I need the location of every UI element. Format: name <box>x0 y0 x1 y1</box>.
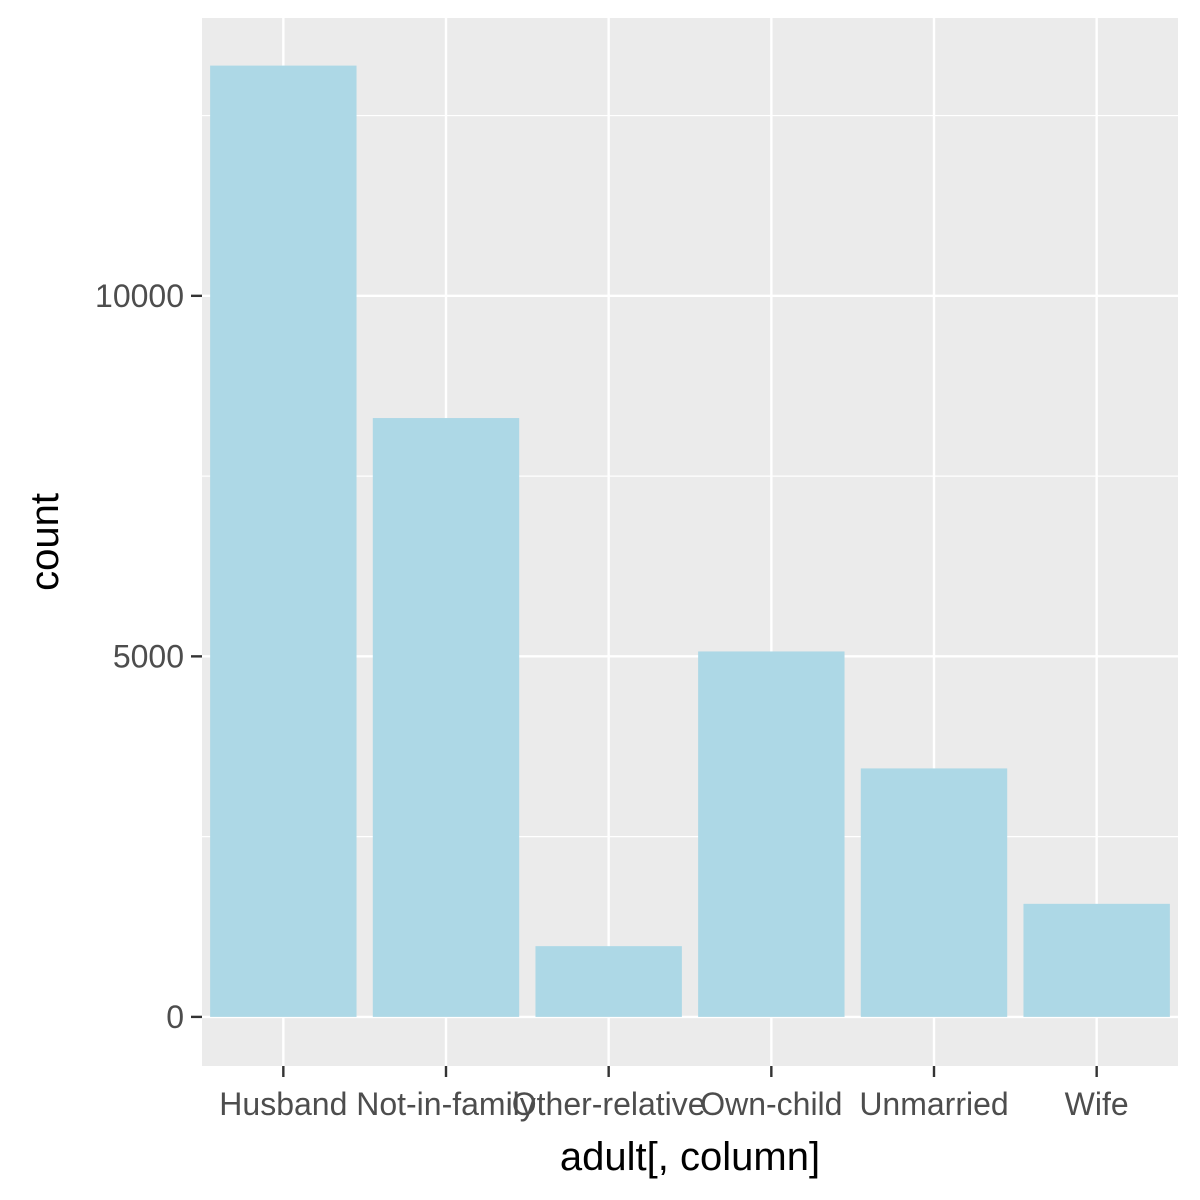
y-tick-label: 0 <box>166 999 184 1035</box>
x-axis-title: adult[, column] <box>560 1135 820 1179</box>
bar-unmarried <box>860 768 1008 1017</box>
x-tick-label: Not-in-family <box>356 1086 536 1122</box>
minor-gridlines <box>202 114 1178 838</box>
bar-not-in-family <box>372 418 520 1017</box>
y-axis-title: count <box>23 493 67 591</box>
x-tick-label: Husband <box>219 1086 347 1122</box>
bar-husband <box>210 65 357 1017</box>
bar-wife <box>1023 903 1170 1017</box>
x-tick-label: Other-relative <box>512 1086 706 1122</box>
y-tick-label: 10000 <box>95 278 184 314</box>
x-axis: Husband Not-in-familyOther-relativeOwn-ch… <box>219 1066 1129 1122</box>
bar-own-child <box>698 651 845 1017</box>
bar-other-relative <box>535 946 682 1017</box>
x-tick-label: Wife <box>1065 1086 1129 1122</box>
bars <box>210 65 1170 1017</box>
plot-panel <box>202 18 1178 1066</box>
x-tick-label: Unmarried <box>859 1086 1008 1122</box>
y-tick-label: 5000 <box>113 638 184 674</box>
y-axis: 0 5000 10000 <box>95 278 202 1035</box>
x-tick-label: Own-child <box>700 1086 842 1122</box>
